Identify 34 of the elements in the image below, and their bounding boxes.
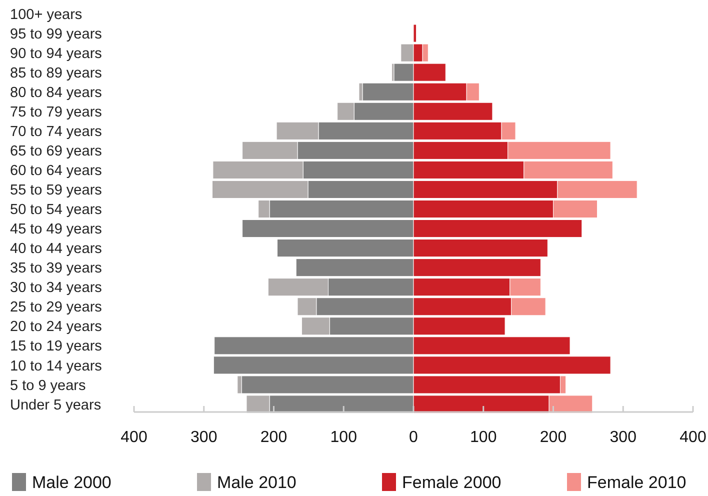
y-tick-label: 65 to 69 years	[10, 144, 102, 160]
legend-label: Female 2000	[402, 472, 502, 492]
y-tick-label: 75 to 79 years	[10, 104, 102, 120]
y-tick-label: 100+ years	[10, 6, 82, 23]
y-tick-label: 50 to 54 years	[10, 202, 102, 218]
y-tick-label: 80 to 84 years	[10, 84, 102, 101]
y-tick-label: 25 to 29 years	[10, 300, 102, 316]
legend-label: Female 2010	[587, 472, 686, 492]
y-tick-label: 60 to 64 years	[10, 163, 102, 180]
y-tick-label: 15 to 19 years	[10, 338, 102, 355]
x-tick-label: 100	[470, 429, 497, 446]
x-tick-label: 400	[120, 429, 148, 446]
y-tick-label: 70 to 74 years	[10, 124, 102, 140]
legend-label: Male 2010	[217, 472, 296, 492]
y-tick-label: 90 to 94 years	[10, 46, 102, 62]
y-tick-label: Under 5 years	[10, 397, 102, 414]
y-tick-label: 45 to 49 years	[10, 222, 102, 238]
y-tick-label: 20 to 24 years	[10, 319, 102, 336]
y-tick-label: 35 to 39 years	[10, 260, 102, 277]
x-tick-label: 300	[190, 429, 218, 446]
y-tick-label: 30 to 34 years	[10, 280, 102, 296]
y-tick-label: 5 to 9 years	[10, 378, 86, 394]
x-tick-label: 300	[610, 429, 637, 446]
legend-label: Male 2000	[32, 472, 112, 492]
y-tick-label: 10 to 14 years	[10, 358, 102, 374]
y-tick-label: 40 to 44 years	[10, 241, 102, 258]
x-tick-label: 200	[260, 429, 288, 446]
x-tick-label: 0	[409, 429, 418, 446]
y-tick-label: 55 to 59 years	[10, 182, 102, 199]
y-tick-label: 95 to 99 years	[10, 26, 102, 42]
x-tick-label: 400	[680, 429, 706, 446]
y-tick-label: 85 to 89 years	[10, 65, 102, 82]
x-tick-label: 200	[540, 429, 567, 446]
x-tick-label: 100	[330, 429, 358, 446]
